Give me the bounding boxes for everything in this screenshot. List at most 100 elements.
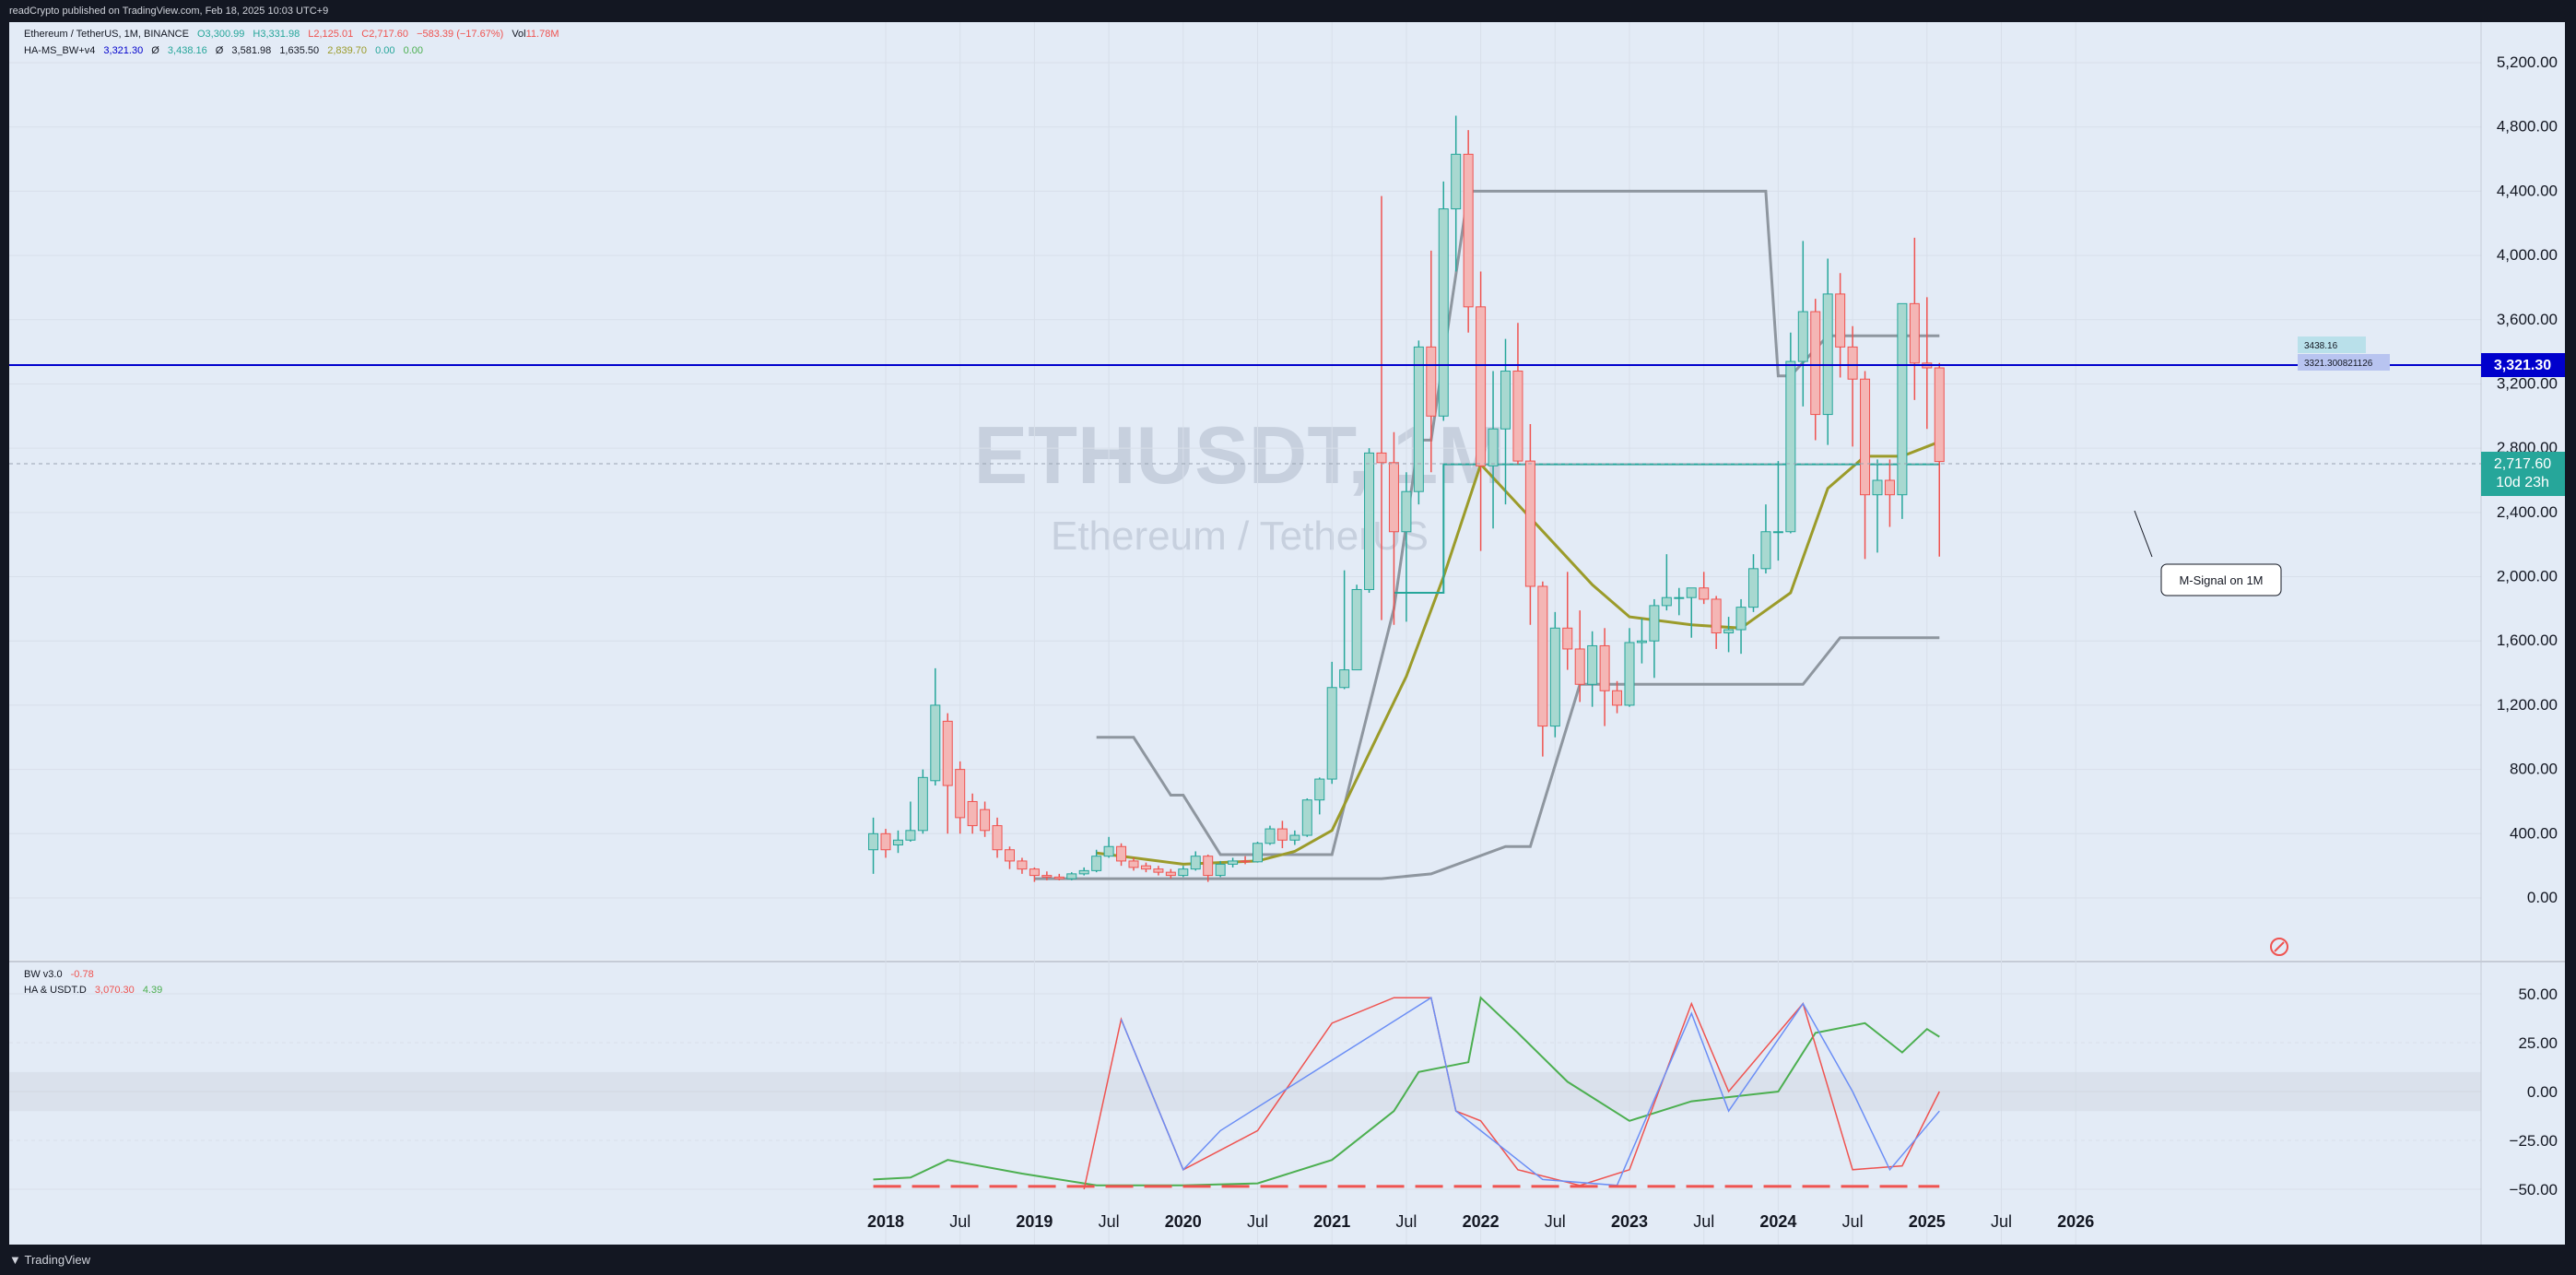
time-tick-label: Jul	[1842, 1212, 1864, 1231]
candle-body	[1289, 834, 1300, 841]
candle-body	[1934, 367, 1945, 463]
time-tick-label: Jul	[1693, 1212, 1714, 1231]
price-tick-label: 5,200.00	[2497, 53, 2558, 71]
price-tick-label: 2,000.00	[2497, 568, 2558, 585]
candle-body	[1537, 585, 1548, 727]
candle-body	[1190, 856, 1201, 870]
ind1-v3: 3,581.98	[231, 45, 272, 56]
legend-vol: 11.78M	[525, 29, 559, 40]
candle-body	[1624, 642, 1635, 706]
price-tick-label: 4,000.00	[2497, 246, 2558, 264]
candle-body	[1636, 640, 1647, 643]
legend-symbol: Ethereum / TetherUS, 1M, BINANCE	[24, 29, 189, 40]
candle-body	[1476, 306, 1487, 466]
candle-body	[1760, 531, 1771, 570]
candle-body	[1413, 346, 1424, 492]
candle-body	[1116, 845, 1127, 862]
osc-tick-label: 0.00	[2527, 1083, 2558, 1101]
candle-body	[1017, 860, 1028, 870]
ind1-v5: 2,839.70	[327, 45, 368, 56]
candle-body	[1339, 669, 1350, 689]
ind1-v7: 0.00	[403, 45, 423, 56]
chart-area[interactable]: ETHUSDT, 1M Ethereum / TetherUS 5,200.00…	[9, 22, 2565, 1245]
time-tick-label: 2021	[1313, 1212, 1350, 1231]
candle-body	[1612, 690, 1623, 706]
time-tick-label: 2024	[1759, 1212, 1796, 1231]
ind1-v2: 3,438.16	[167, 45, 207, 56]
candles-layer	[868, 115, 1945, 882]
time-tick-label: Jul	[1395, 1212, 1417, 1231]
candle-body	[1165, 871, 1176, 877]
candle-body	[1549, 627, 1560, 727]
osc-green-line	[873, 996, 1940, 1186]
watermark-symbol: ETHUSDT, 1M	[974, 409, 1506, 501]
grid-lines	[9, 22, 2481, 1245]
osc-tick-label: −50.00	[2510, 1181, 2558, 1198]
legend-close: C2,717.60	[361, 29, 409, 40]
ind1-v4: 1,635.50	[279, 45, 320, 56]
candle-body	[1587, 644, 1598, 685]
price-tick-label: 0.00	[2527, 889, 2558, 906]
candle-body	[1451, 153, 1462, 210]
osc2-name: HA & USDT.D	[24, 985, 87, 996]
mini-label-1: 3438.16	[2304, 341, 2338, 351]
price-tick-label: 1,200.00	[2497, 696, 2558, 714]
price-tick-label: 800.00	[2510, 761, 2558, 778]
candle-body	[1562, 627, 1573, 650]
candle-body	[1810, 311, 1821, 416]
last-price-badge	[2481, 452, 2565, 496]
blue-line-price-text: 3,321.30	[2494, 358, 2551, 373]
candle-body	[1066, 873, 1077, 880]
main-legend: Ethereum / TetherUS, 1M, BINANCE O3,300.…	[24, 29, 559, 40]
legend-open: O3,300.99	[196, 29, 245, 40]
time-tick-label: Jul	[1099, 1212, 1120, 1231]
candle-body	[1822, 293, 1833, 416]
legend-high: H3,331.98	[253, 29, 300, 40]
osc-tick-label: 25.00	[2518, 1034, 2558, 1052]
candle-body	[1091, 856, 1102, 871]
osc2-v2: 4.39	[142, 985, 163, 996]
candle-body	[1748, 568, 1759, 608]
candle-body	[917, 776, 928, 832]
candle-body	[1041, 875, 1053, 878]
candle-body	[1524, 460, 1535, 587]
candle-body	[1661, 596, 1672, 607]
countdown-text: 10d 23h	[2496, 475, 2549, 490]
time-tick-label: 2026	[2057, 1212, 2094, 1231]
publisher-text: readCrypto published on TradingView.com,…	[9, 6, 329, 17]
candle-body	[1326, 687, 1337, 780]
ind1-v6: 0.00	[375, 45, 395, 56]
candle-body	[1897, 302, 1908, 496]
blue-line-price-badge	[2481, 353, 2565, 377]
candle-body	[1314, 778, 1325, 801]
candle-body	[1351, 588, 1362, 671]
candle-body	[1909, 302, 1920, 364]
mini-label-1-bg	[2298, 336, 2366, 353]
ind1-name: HA-MS_BW+v4	[24, 45, 96, 56]
time-tick-label: 2018	[867, 1212, 904, 1231]
last-price-text: 2,717.60	[2494, 456, 2551, 472]
annotation-label: M-Signal on 1M	[2179, 573, 2263, 587]
price-pane	[9, 22, 2565, 960]
time-tick-label: 2025	[1909, 1212, 1946, 1231]
candle-body	[1735, 607, 1747, 631]
time-tick-label: 2019	[1016, 1212, 1053, 1231]
price-tick-label: 3,200.00	[2497, 374, 2558, 392]
price-chart-svg[interactable]: ETHUSDT, 1M Ethereum / TetherUS 5,200.00…	[9, 22, 2565, 1245]
candle-body	[1872, 479, 1883, 496]
candle-body	[1103, 845, 1114, 857]
candle-body	[1699, 587, 1710, 600]
price-tick-label: 2,400.00	[2497, 503, 2558, 521]
candle-body	[1128, 860, 1139, 868]
time-tick-label: 2020	[1165, 1212, 1202, 1231]
time-tick-label: Jul	[1545, 1212, 1566, 1231]
indicator-legend: HA-MS_BW+v4 3,321.30 Ø 3,438.16 Ø 3,581.…	[24, 45, 423, 56]
candle-body	[1711, 598, 1722, 634]
candle-body	[1860, 378, 1871, 496]
time-tick-label: Jul	[1247, 1212, 1268, 1231]
candle-body	[1203, 856, 1214, 877]
price-tick-label: 1,600.00	[2497, 632, 2558, 649]
candle-body	[1723, 629, 1735, 634]
footer-bar: ▼ TradingView	[0, 1245, 2576, 1275]
support-line	[1394, 463, 1940, 594]
